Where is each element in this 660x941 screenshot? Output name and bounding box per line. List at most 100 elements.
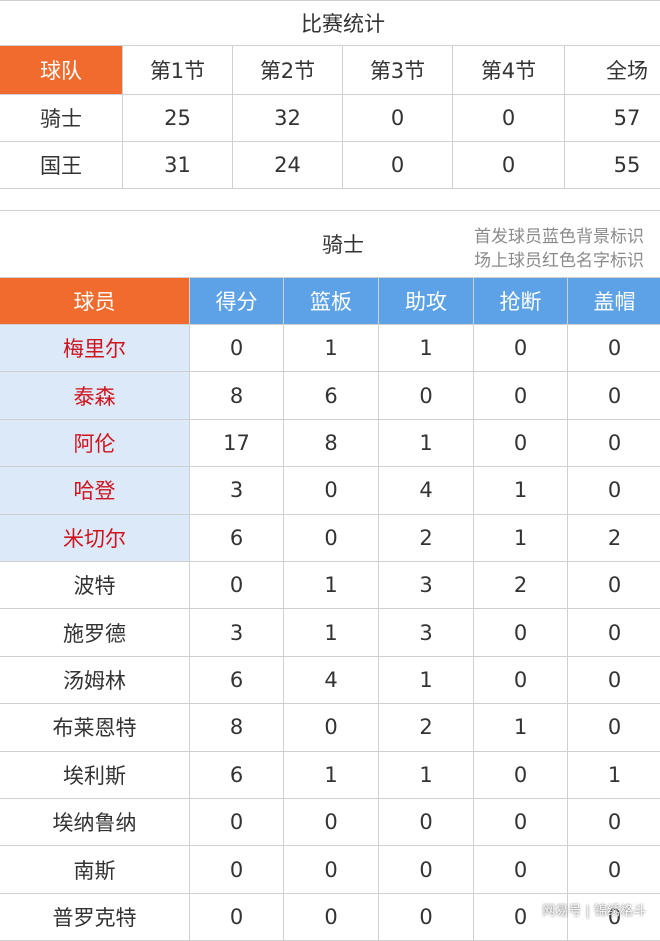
stat-cell: 0 xyxy=(568,325,660,373)
stat-cell: 0 xyxy=(568,420,660,468)
stat-cell: 0 xyxy=(568,372,660,420)
team-name: 骑士 xyxy=(0,95,123,142)
header-cell: 助攻 xyxy=(379,278,474,325)
stat-cell: 1 xyxy=(474,467,568,515)
player-name: 米切尔 xyxy=(0,514,190,562)
stat-cell: 0 xyxy=(474,609,568,657)
player-name: 梅里尔 xyxy=(0,325,190,373)
stat-cell: 0 xyxy=(568,657,660,705)
stat-cell: 1 xyxy=(284,751,379,799)
stat-cell: 0 xyxy=(379,372,474,420)
stat-cell: 4 xyxy=(379,467,474,515)
note: 首发球员蓝色背景标识 xyxy=(474,227,644,247)
stat-cell: 0 xyxy=(568,562,660,610)
team-title: 骑士 xyxy=(0,210,660,278)
stat-cell: 2 xyxy=(568,515,660,562)
player-name: 南斯 xyxy=(0,846,190,894)
score-cell: 0 xyxy=(343,142,453,189)
header-cell: 球队 xyxy=(0,46,123,95)
player-name: 施罗德 xyxy=(0,609,190,657)
stat-cell: 6 xyxy=(190,751,284,799)
stat-cell: 0 xyxy=(568,799,660,847)
header-cell: 篮板 xyxy=(284,278,379,325)
stat-cell: 0 xyxy=(568,609,660,657)
stat-cell: 0 xyxy=(474,799,568,847)
stat-cell: 0 xyxy=(190,846,284,894)
stat-cell: 17 xyxy=(190,419,284,468)
stat-cell: 0 xyxy=(568,704,660,752)
stat-cell: 0 xyxy=(474,325,568,373)
stat-cell: 0 xyxy=(190,562,284,610)
header-cell: 第1节 xyxy=(123,46,233,95)
stat-cell: 0 xyxy=(284,514,379,562)
stat-cell: 0 xyxy=(474,419,568,468)
stat-cell: 2 xyxy=(379,704,474,752)
stat-cell: 6 xyxy=(284,372,379,420)
stat-cell: 0 xyxy=(379,799,474,847)
stat-cell: 0 xyxy=(379,846,474,894)
stat-cell: 0 xyxy=(474,751,568,799)
stat-cell: 2 xyxy=(379,514,474,562)
header-cell: 盖帽 xyxy=(568,278,660,325)
stat-cell: 0 xyxy=(474,656,568,705)
team-name: 国王 xyxy=(0,142,123,189)
score-cell: 25 xyxy=(123,95,233,142)
stat-cell: 0 xyxy=(190,325,284,373)
player-name: 埃利斯 xyxy=(0,751,190,799)
score-cell: 32 xyxy=(233,95,343,142)
player-name: 泰森 xyxy=(0,372,190,420)
stat-cell: 0 xyxy=(474,846,568,894)
player-name: 布莱恩特 xyxy=(0,704,190,752)
stat-cell: 1 xyxy=(284,609,379,657)
stat-cell: 8 xyxy=(190,372,284,420)
stat-cell: 6 xyxy=(190,514,284,562)
stat-cell: 0 xyxy=(474,372,568,420)
header-cell: 得分 xyxy=(190,278,284,325)
score-cell: 55 xyxy=(565,142,660,189)
stat-cell: 3 xyxy=(190,609,284,657)
stat-cell: 0 xyxy=(190,893,284,941)
stat-cell: 1 xyxy=(379,325,474,373)
score-cell: 0 xyxy=(453,95,565,142)
player-name: 普罗克特 xyxy=(0,893,190,941)
player-name: 汤姆林 xyxy=(0,656,190,705)
stat-cell: 1 xyxy=(379,751,474,799)
score-cell: 24 xyxy=(233,142,343,189)
player-name: 哈登 xyxy=(0,467,190,515)
note: 场上球员红色名字标识 xyxy=(474,251,644,271)
stat-cell: 1 xyxy=(379,656,474,705)
header-cell: 全场 xyxy=(565,46,660,95)
player-name: 阿伦 xyxy=(0,419,190,468)
stat-cell: 1 xyxy=(474,704,568,752)
stat-cell: 6 xyxy=(190,656,284,705)
stat-cell: 0 xyxy=(284,846,379,894)
score-cell: 0 xyxy=(453,142,565,189)
stat-cell: 0 xyxy=(379,893,474,941)
header-cell: 第2节 xyxy=(233,46,343,95)
stat-cell: 3 xyxy=(379,562,474,610)
header-cell: 抢断 xyxy=(474,278,568,325)
stat-cell: 0 xyxy=(190,799,284,847)
stat-cell: 8 xyxy=(190,704,284,752)
header-cell: 球员 xyxy=(0,278,190,325)
stat-cell: 3 xyxy=(190,467,284,515)
score-cell: 31 xyxy=(123,142,233,189)
player-name: 埃纳鲁纳 xyxy=(0,799,190,847)
stat-cell: 1 xyxy=(284,562,379,610)
header-cell: 第4节 xyxy=(453,46,565,95)
player-name: 波特 xyxy=(0,562,190,610)
score-cell: 0 xyxy=(343,95,453,142)
watermark: 网易号 | 锦绣格斗 xyxy=(542,904,646,919)
header-cell: 第3节 xyxy=(343,46,453,95)
stat-cell: 1 xyxy=(568,752,660,799)
stat-cell: 0 xyxy=(284,799,379,847)
stat-cell: 4 xyxy=(284,656,379,705)
stat-cell: 0 xyxy=(568,846,660,894)
stat-cell: 1 xyxy=(379,419,474,468)
stat-cell: 0 xyxy=(284,893,379,941)
stat-cell: 3 xyxy=(379,609,474,657)
score-title: 比赛统计 xyxy=(0,0,660,46)
stat-cell: 2 xyxy=(474,562,568,610)
stat-cell: 0 xyxy=(568,467,660,515)
